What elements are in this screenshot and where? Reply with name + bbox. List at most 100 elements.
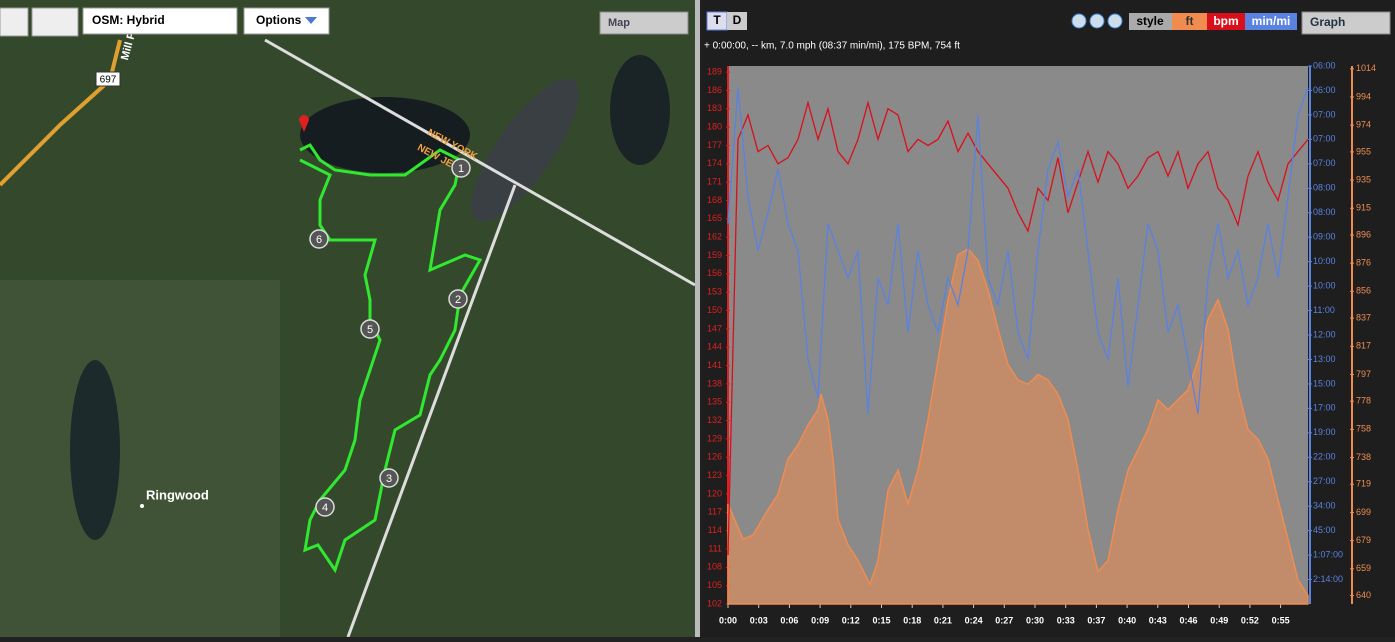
- plot: 189 186 183 180 177 174 171 168 165 162 159 156 153 1…: [707, 60, 1376, 625]
- y-tick-label: 10:00: [1313, 256, 1336, 266]
- y-tick-label: 778: [1356, 396, 1371, 406]
- forward-button[interactable]: [1107, 13, 1123, 29]
- y-tick-label: 640: [1356, 590, 1371, 600]
- y-tick-label: 11:00: [1313, 305, 1335, 315]
- legend-swatch: [1172, 13, 1207, 30]
- tab-d[interactable]: [727, 12, 747, 30]
- y-tick-label: 719: [1356, 479, 1371, 489]
- view-select[interactable]: [1301, 11, 1391, 35]
- map-line: [346, 184, 517, 638]
- play-button[interactable]: [1089, 13, 1105, 29]
- y-tick-label: 06:00: [1313, 60, 1336, 70]
- y-tick-label: 186: [707, 85, 722, 95]
- x-tick-label: 0:30: [1026, 615, 1044, 625]
- y-tick-label: 108: [707, 562, 722, 572]
- y-tick-label: 876: [1356, 258, 1371, 268]
- y-tick-label: 114: [708, 525, 722, 535]
- y-tick-label: 679: [1356, 535, 1371, 545]
- y-tick-label: 123: [707, 470, 722, 480]
- y-tick-label: 138: [707, 378, 722, 388]
- zoom-button[interactable]: [31, 7, 79, 37]
- options-label: Options: [256, 13, 302, 27]
- y-tick-label: 147: [707, 323, 722, 333]
- style-button[interactable]: [1129, 13, 1172, 30]
- y-tick-label: 09:00: [1313, 232, 1336, 242]
- status-line: + 0:00:00, -- km, 7.0 mph (08:37 min/mi)…: [704, 41, 960, 52]
- y-tick-label: 15:00: [1313, 378, 1336, 388]
- waypoint-label: 3: [386, 473, 392, 485]
- y-tick-label: 189: [707, 66, 722, 76]
- y-tick-label: 955: [1356, 146, 1371, 156]
- x-tick-label: 0:21: [934, 615, 952, 625]
- legend-swatch: [1245, 13, 1297, 30]
- y-tick-label: 150: [707, 305, 722, 315]
- x-tick-label: 0:40: [1118, 615, 1136, 625]
- waypoint: [309, 229, 329, 249]
- legend-label: min/mi: [1252, 14, 1291, 28]
- map-town-area: [0, 280, 280, 637]
- layer-label: OSM: Hybrid: [92, 13, 165, 27]
- map-lake: [471, 78, 579, 222]
- y-tick-label: 159: [707, 250, 722, 260]
- x-tick-label: 0:00: [719, 615, 737, 625]
- y-tick-label: 738: [1356, 452, 1371, 462]
- y-tick-label: 1014: [1356, 63, 1376, 73]
- y-tick-label: 102: [707, 598, 722, 608]
- y-tick-label: 105: [707, 580, 722, 590]
- y-tick-label: 12:00: [1313, 329, 1336, 339]
- x-tick-label: 0:06: [780, 615, 798, 625]
- divider[interactable]: [695, 0, 700, 637]
- layer-select[interactable]: [82, 7, 238, 35]
- state-border: [264, 38, 696, 287]
- y-tick-label: 183: [707, 103, 722, 113]
- x-tick-label: 0:27: [995, 615, 1013, 625]
- view-label: Graph: [1310, 15, 1345, 29]
- y-tick-label: 22:00: [1313, 452, 1336, 462]
- y-tick-label: 165: [707, 213, 722, 223]
- options-button[interactable]: [243, 7, 330, 35]
- y-tick-label: 935: [1356, 174, 1371, 184]
- y-tick-label: 758: [1356, 424, 1371, 434]
- y-tick-label: 08:00: [1313, 183, 1336, 193]
- map-lake: [70, 360, 120, 540]
- elevation-area: [727, 248, 1309, 605]
- y-tick-label: 129: [707, 433, 722, 443]
- y-tick-label: 45:00: [1313, 525, 1336, 535]
- y-tick-label: 797: [1356, 369, 1371, 379]
- y-tick-label: 10:00: [1313, 280, 1336, 290]
- y-tick-label: 120: [707, 488, 722, 498]
- rewind-button[interactable]: [1071, 13, 1087, 29]
- y-tick-label: 06:00: [1313, 85, 1336, 95]
- map[interactable]: 697 Mill Po NEW YORK NEW JER Ringwood 12…: [0, 0, 696, 638]
- town-label: Ringwood: [146, 487, 209, 502]
- y-tick-label: 837: [1356, 312, 1371, 322]
- x-tick-label: 0:46: [1179, 615, 1197, 625]
- y-tick-label: 07:00: [1313, 109, 1336, 119]
- y-tick-label: 17:00: [1313, 403, 1336, 413]
- x-tick-label: 0:12: [842, 615, 860, 625]
- waypoint: [360, 319, 380, 339]
- y-tick-label: 156: [707, 268, 722, 278]
- x-tick-label: 0:33: [1057, 615, 1075, 625]
- x-tick-label: 0:24: [965, 615, 983, 625]
- nav-button[interactable]: [0, 7, 29, 37]
- map-type-button[interactable]: [599, 11, 689, 35]
- y-tick-label: 144: [707, 342, 722, 352]
- road-label: 697: [100, 75, 117, 86]
- x-tick-label: 0:03: [750, 615, 768, 625]
- y-tick-label: 27:00: [1313, 476, 1336, 486]
- y-tick-label: 07:00: [1313, 134, 1336, 144]
- y-tick-label: 162: [707, 232, 722, 242]
- town-dot: [140, 504, 144, 508]
- y-tick-label: 135: [707, 397, 722, 407]
- x-tick-label: 0:52: [1241, 615, 1259, 625]
- y-tick-label: 132: [707, 415, 722, 425]
- legend-swatch: [1207, 13, 1245, 30]
- x-tick-label: 0:09: [811, 615, 829, 625]
- waypoints: 1 2 3 4 5 6: [309, 158, 471, 517]
- legend: ft bpm min/mi: [1172, 13, 1297, 30]
- y-tick-label: 111: [708, 543, 722, 553]
- waypoint-label: 4: [322, 502, 328, 514]
- y-tick-label: 153: [707, 287, 722, 297]
